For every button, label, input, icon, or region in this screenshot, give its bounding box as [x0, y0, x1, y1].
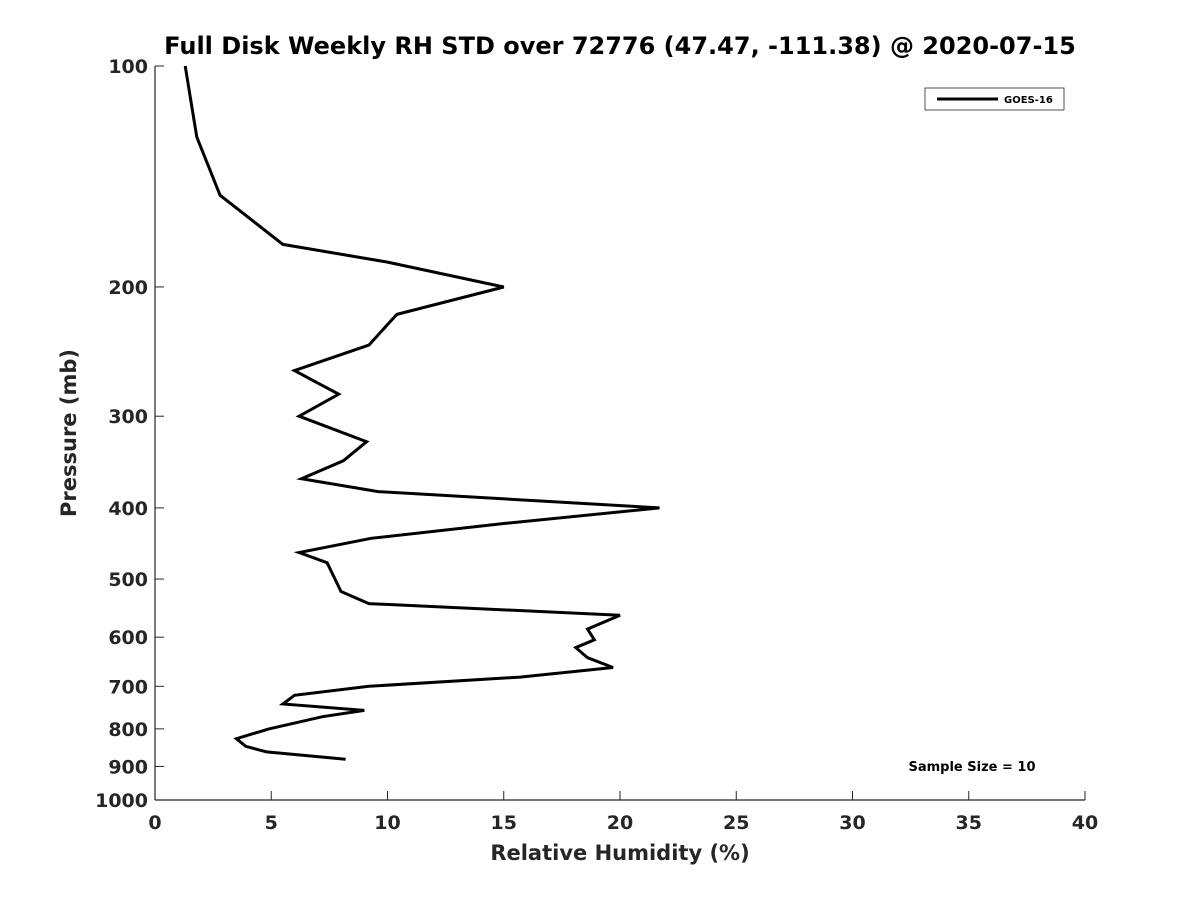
x-axis-ticks: 0 5 10 15 20 25 30 35 40	[148, 791, 1098, 834]
series-line-goes-16	[183, 65, 660, 761]
series-layer	[183, 65, 660, 761]
y-axis-ticks: 100 200 300 400 500 600 700 800 900 1000	[95, 56, 164, 812]
y-tick-label: 700	[108, 676, 148, 698]
x-tick-label: 30	[839, 812, 865, 834]
x-tick-label: 20	[607, 812, 633, 834]
x-tick-label: 0	[148, 812, 161, 834]
x-tick-label: 15	[491, 812, 517, 834]
x-tick-label: 35	[956, 812, 982, 834]
y-tick-label: 600	[108, 627, 148, 649]
y-tick-label: 800	[108, 719, 148, 741]
y-tick-label: 400	[108, 498, 148, 520]
legend: GOES-16	[924, 87, 1065, 111]
y-tick-label: 500	[108, 569, 148, 591]
x-tick-label: 5	[265, 812, 278, 834]
x-tick-label: 40	[1072, 812, 1098, 834]
y-tick-label: 900	[108, 756, 148, 778]
y-tick-label: 300	[108, 406, 148, 428]
x-tick-label: 10	[374, 812, 400, 834]
x-axis-label: Relative Humidity (%)	[490, 841, 749, 865]
y-tick-label: 200	[108, 277, 148, 299]
chart-title: Full Disk Weekly RH STD over 72776 (47.4…	[164, 32, 1076, 60]
plot-axes	[154, 66, 1085, 801]
y-axis-label: Pressure (mb)	[57, 349, 81, 517]
x-tick-label: 25	[723, 812, 749, 834]
y-tick-label: 100	[108, 56, 148, 78]
sample-size-annotation: Sample Size = 10	[908, 760, 1035, 775]
legend-label-goes16: GOES-16	[1004, 95, 1053, 106]
y-tick-label: 1000	[95, 790, 148, 812]
